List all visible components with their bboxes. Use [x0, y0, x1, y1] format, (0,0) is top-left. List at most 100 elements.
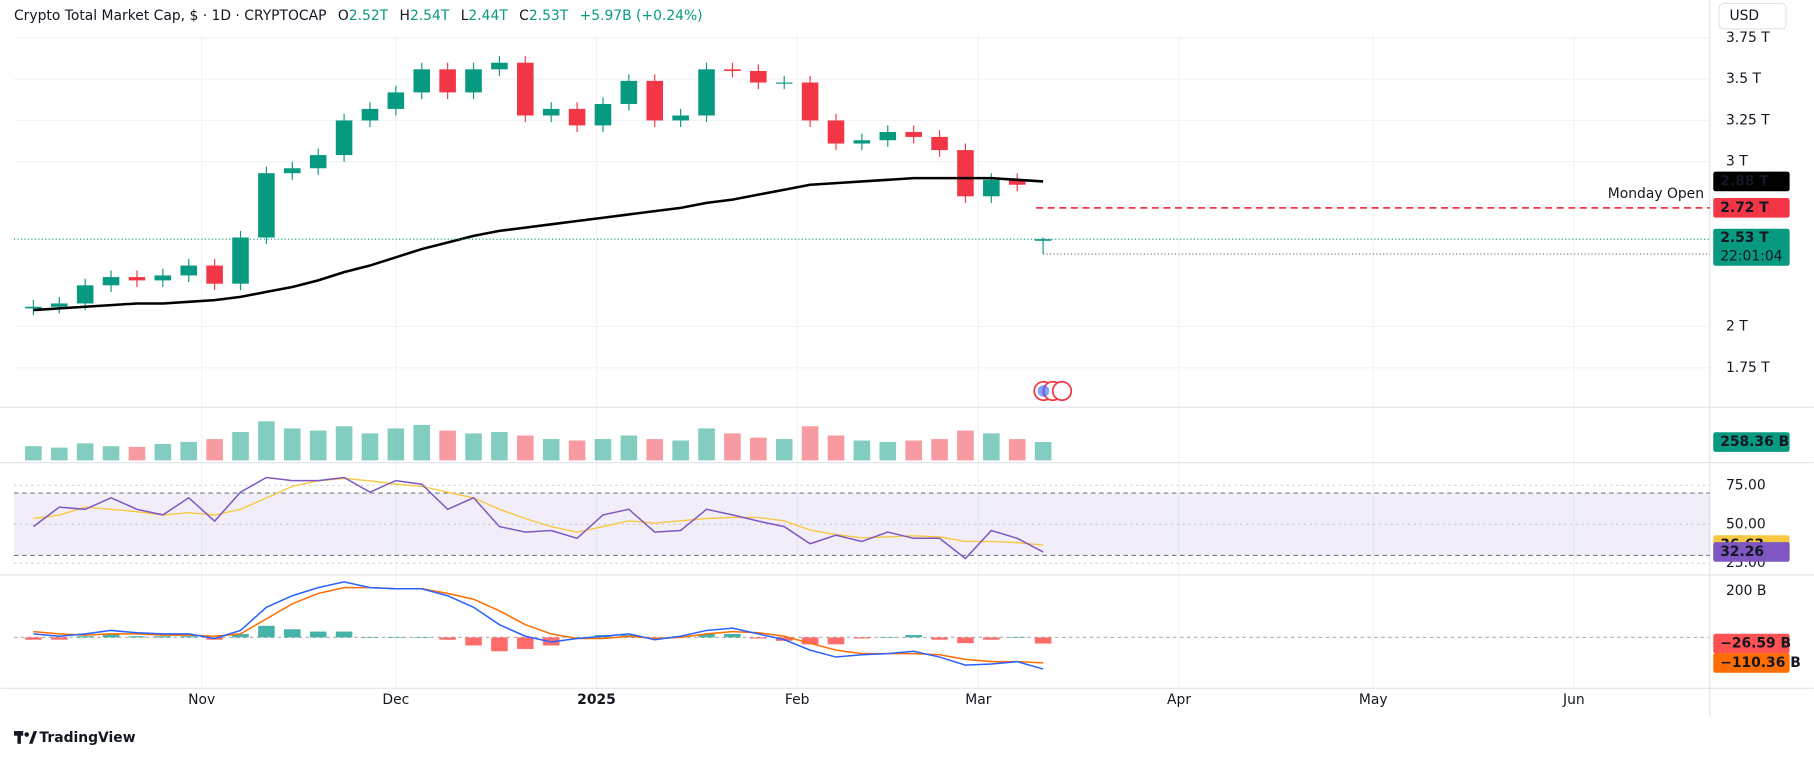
y-tick-label: 3.75 T	[1726, 30, 1770, 46]
candle-body	[180, 265, 198, 276]
volume-bar	[180, 441, 198, 461]
ohlc-value: 2.54T	[410, 8, 450, 24]
macd-histogram-bar	[827, 637, 845, 645]
volume-bar	[646, 439, 664, 461]
event-flags	[1033, 380, 1073, 402]
x-tick-label: Dec	[382, 692, 409, 708]
volume-bar	[206, 439, 223, 461]
y-tick-label: 1.75 T	[1726, 360, 1770, 376]
volume-bar	[232, 431, 249, 461]
ma-price-label: 2.88 T	[1720, 173, 1769, 189]
macd-histogram-bar	[853, 637, 871, 639]
candle-body	[361, 108, 379, 121]
candle-body	[801, 82, 819, 121]
rsi-tick-label: 50.00	[1726, 516, 1766, 532]
volume-bar	[50, 447, 68, 461]
macd-histogram-label-bg	[1713, 633, 1790, 654]
volume-bar	[542, 439, 560, 461]
x-tick-label: 2025	[577, 692, 616, 708]
macd-histogram-bar	[931, 637, 948, 640]
macd-histogram-bar	[335, 631, 353, 638]
volume-bar	[775, 439, 793, 461]
volume-bar	[1034, 442, 1052, 461]
volume-bar	[853, 440, 871, 461]
x-tick-label: Mar	[965, 692, 991, 708]
macd-histogram-bar	[128, 636, 146, 638]
volume-bar	[154, 444, 172, 461]
volume-bar	[594, 439, 612, 461]
rsi-line	[32, 476, 1044, 560]
ohlc-value: 2.53T	[529, 8, 569, 24]
volume-bar	[931, 439, 948, 461]
rsi-label-bg	[1713, 542, 1790, 562]
currency-button[interactable]	[1718, 2, 1787, 30]
candle-body	[309, 155, 327, 169]
candle-body	[284, 168, 301, 174]
macd-signal-label: −110.36 B	[1720, 655, 1801, 671]
ohlc-key: O	[338, 8, 349, 24]
volume-bar	[517, 435, 534, 461]
change: +5.97B (+0.24%)	[580, 8, 703, 24]
x-tick-label: Nov	[188, 692, 215, 708]
volume-bar	[801, 426, 819, 461]
ohlc-value: 2.44T	[468, 8, 508, 24]
candle-body	[517, 62, 534, 116]
macd-histogram-bar	[413, 637, 431, 638]
candle-body	[698, 69, 715, 116]
grid-layer	[13, 34, 1710, 689]
volume-bar	[620, 435, 638, 461]
macd-histogram-bar	[258, 625, 275, 638]
monday-open-label: 2.72 T	[1720, 200, 1769, 216]
candle-body	[491, 62, 508, 70]
candle-body	[646, 80, 664, 121]
macd-histogram-bar	[50, 637, 68, 640]
volume-bar	[258, 421, 275, 461]
macd-histogram-bar	[1034, 637, 1052, 644]
volume-bar	[983, 433, 1000, 461]
candle-body	[439, 69, 456, 93]
macd-histogram-bar	[983, 637, 1000, 640]
candle-body	[905, 131, 922, 137]
brand: TradingView	[39, 730, 135, 746]
y-tick-label: 3.25 T	[1726, 112, 1770, 128]
candle-body	[258, 173, 275, 238]
candle-body	[128, 277, 146, 281]
label-layer: Nov Dec 2025 Feb Mar Apr May Jun 1.75 T 2 T 3 T 3.2…	[188, 30, 1801, 708]
volume-bar	[905, 440, 922, 461]
candle-body	[542, 108, 560, 116]
candle-body	[1034, 239, 1052, 241]
candle-body	[232, 237, 249, 284]
macd-histogram-bar	[491, 637, 508, 652]
candle-body	[750, 70, 767, 83]
macd-histogram-bar	[76, 636, 94, 638]
volume-bar	[724, 433, 741, 461]
candle-body	[50, 303, 68, 307]
candle-body	[724, 69, 741, 71]
volume-bar	[568, 440, 586, 461]
plot-layer	[13, 56, 1710, 670]
rsi-label: 32.26	[1720, 544, 1764, 560]
macd-signal-label-bg	[1713, 653, 1790, 673]
y-tick-label: 3.5 T	[1726, 71, 1761, 87]
ohlc-value: 2.52T	[349, 8, 389, 24]
candle-body	[827, 120, 845, 144]
candle-body	[594, 103, 612, 126]
macd-histogram-bar	[465, 637, 482, 646]
candle-body	[387, 92, 405, 109]
macd-histogram-bar	[905, 635, 922, 638]
macd-histogram-bar	[1008, 637, 1026, 638]
currency[interactable]: USD	[1729, 8, 1759, 24]
candle-body	[25, 306, 42, 309]
volume-bar	[491, 431, 508, 461]
candle-body	[102, 277, 120, 286]
close-label: 2.53 T	[1720, 230, 1769, 246]
macd-histogram-bar	[439, 637, 456, 640]
x-tick-label: May	[1359, 692, 1388, 708]
volume-bar	[698, 428, 715, 461]
candle-body	[335, 120, 353, 156]
macd-histogram-bar	[387, 637, 405, 638]
volume-label: 258.36 B	[1720, 434, 1789, 450]
y-tick-label: 3 T	[1726, 154, 1748, 170]
